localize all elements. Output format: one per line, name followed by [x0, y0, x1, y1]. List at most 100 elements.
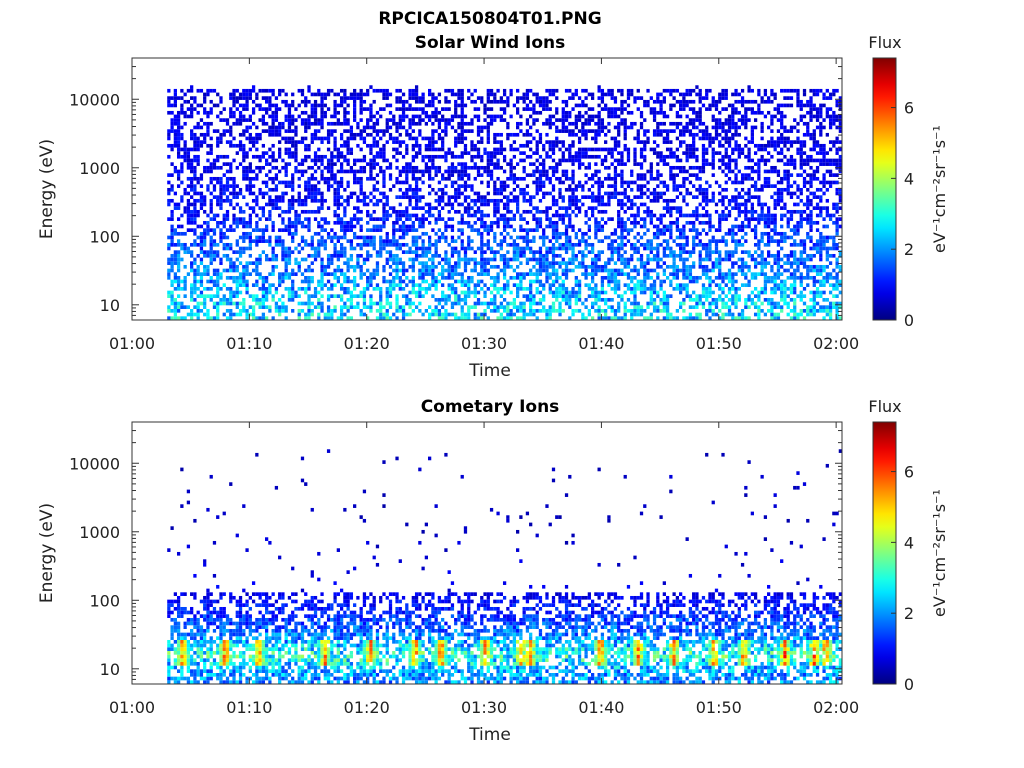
spectrogram-cell — [538, 301, 543, 306]
spectrogram-cell — [317, 316, 321, 320]
spectrogram-cell — [261, 129, 265, 133]
spectrogram-cell — [594, 206, 598, 210]
spectrogram-cell — [470, 143, 474, 148]
spectrogram-cell — [278, 195, 282, 199]
spectrogram-cell — [460, 257, 464, 262]
spectrogram-cell — [529, 268, 533, 273]
spectrogram-cell — [568, 158, 572, 163]
spectrogram-cell — [460, 173, 464, 177]
spectrogram-cell — [548, 154, 552, 159]
spectrogram-cell — [577, 162, 582, 166]
spectrogram-cell — [320, 272, 324, 276]
spectrogram-cell — [323, 246, 327, 251]
spectrogram-cell — [506, 309, 510, 313]
spectrogram-cell — [245, 290, 249, 295]
spectrogram-cell — [317, 297, 321, 302]
spectrogram-cell — [604, 158, 608, 163]
spectrogram-cell — [662, 239, 666, 243]
spectrogram-cell — [190, 268, 194, 273]
spectrogram-cell — [167, 173, 171, 177]
spectrogram-cell — [630, 88, 634, 93]
spectrogram-cell — [173, 129, 177, 133]
spectrogram-cell — [538, 272, 543, 276]
spectrogram-cell — [395, 176, 399, 181]
spectrogram-cell — [424, 165, 428, 170]
spectrogram-cell — [261, 228, 265, 232]
spectrogram-cell — [564, 125, 569, 130]
spectrogram-cell — [167, 242, 171, 247]
spectrogram-cell — [307, 228, 311, 232]
spectrogram-cell — [274, 301, 279, 306]
spectrogram-cell — [375, 316, 380, 320]
spectrogram-cell — [652, 132, 657, 137]
spectrogram-cell — [476, 96, 481, 100]
spectrogram-cell — [216, 143, 220, 148]
spectrogram-cell — [333, 242, 337, 247]
spectrogram-cell — [248, 165, 252, 170]
spectrogram-cell — [284, 268, 288, 273]
spectrogram-cell — [320, 294, 324, 298]
spectrogram-cell — [509, 191, 513, 196]
spectrogram-cell — [366, 213, 370, 218]
spectrogram-cell — [486, 151, 490, 155]
spectrogram-cell — [633, 283, 637, 287]
spectrogram-cell — [343, 140, 347, 144]
spectrogram-cell — [516, 316, 520, 320]
spectrogram-cell — [620, 110, 624, 115]
spectrogram-cell — [434, 246, 438, 251]
spectrogram-cell — [646, 213, 650, 218]
spectrogram-cell — [489, 151, 494, 155]
spectrogram-cell — [310, 103, 314, 108]
spectrogram-cell — [323, 96, 327, 100]
spectrogram-cell — [176, 283, 181, 287]
spectrogram-cell — [607, 283, 611, 287]
spectrogram-cell — [574, 103, 578, 108]
spectrogram-cell — [245, 187, 249, 192]
spectrogram-cell — [434, 96, 438, 100]
spectrogram-cell — [414, 253, 419, 258]
spectrogram-cell — [499, 151, 503, 155]
spectrogram-cell — [196, 162, 200, 166]
spectrogram-cell — [476, 125, 481, 130]
spectrogram-cell — [265, 290, 269, 295]
spectrogram-cell — [300, 301, 305, 306]
spectrogram-cell — [353, 283, 357, 287]
spectrogram-cell — [428, 88, 432, 93]
spectrogram-cell — [542, 191, 546, 196]
spectrogram-cell — [339, 151, 344, 155]
spectrogram-cell — [620, 217, 624, 221]
spectrogram-cell — [489, 176, 494, 181]
spectrogram-cell — [359, 136, 363, 141]
spectrogram-cell — [258, 253, 262, 258]
spectrogram-cell — [636, 132, 640, 137]
spectrogram-cell — [421, 206, 425, 210]
spectrogram-cell — [405, 301, 409, 306]
spectrogram-cell — [206, 220, 210, 225]
spectrogram-cell — [271, 143, 275, 148]
spectrogram-cell — [502, 283, 507, 287]
spectrogram-cell — [209, 88, 213, 93]
spectrogram-cell — [349, 239, 354, 243]
spectrogram-cell — [561, 154, 565, 159]
spectrogram-cell — [600, 99, 605, 104]
spectrogram-cell — [248, 242, 252, 247]
spectrogram-cell — [584, 297, 588, 302]
spectrogram-cell — [206, 88, 210, 93]
spectrogram-cell — [398, 96, 402, 100]
spectrogram-cell — [450, 253, 455, 258]
spectrogram-cell — [349, 96, 354, 100]
spectrogram-cell — [405, 195, 409, 199]
spectrogram-cell — [307, 85, 311, 89]
spectrogram-cell — [398, 242, 402, 247]
spectrogram-cell — [190, 180, 194, 185]
spectrogram-cell — [512, 176, 517, 181]
spectrogram-cell — [375, 140, 380, 144]
spectrogram-cell — [545, 209, 549, 214]
spectrogram-cell — [173, 140, 177, 144]
spectrogram-cell — [317, 103, 321, 108]
spectrogram-cell — [476, 132, 481, 137]
spectrogram-cell — [441, 305, 445, 309]
spectrogram-cell — [450, 165, 455, 170]
spectrogram-cell — [594, 220, 598, 225]
spectrogram-cell — [545, 99, 549, 104]
